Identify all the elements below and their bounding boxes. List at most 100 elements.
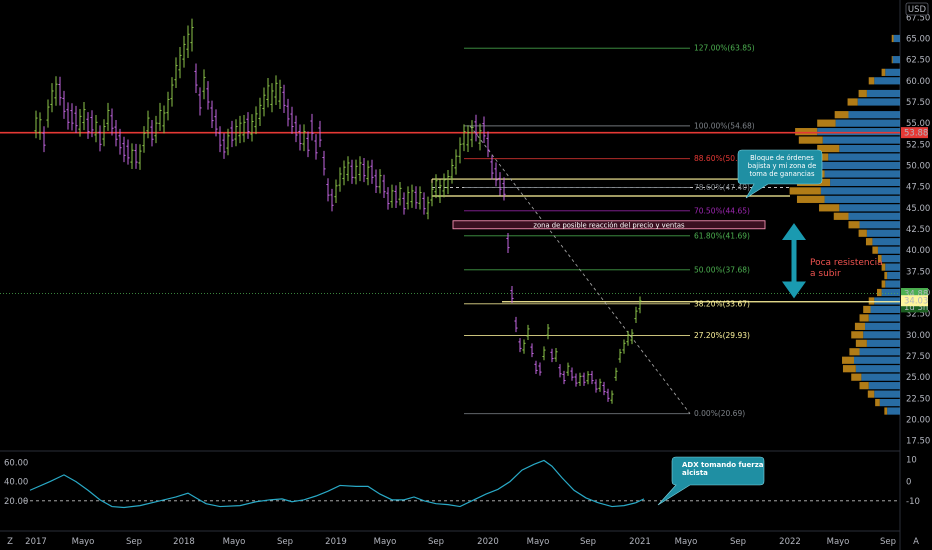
volume-profile [786, 34, 900, 415]
price-tick-label-4: 57.50 [906, 98, 930, 108]
currency-label[interactable]: USD [905, 2, 929, 16]
candle-124 [530, 343, 534, 358]
timezone-button[interactable]: Z [7, 537, 13, 547]
volume-profile-bar-orange-16 [796, 195, 825, 203]
volume-profile-bar-orange-26 [881, 280, 886, 288]
volume-profile-bar-orange-18 [833, 212, 849, 220]
volume-profile-bar-41 [887, 407, 900, 415]
volume-profile-bar-8 [817, 128, 900, 136]
candle-55 [254, 106, 258, 135]
candles [34, 18, 642, 404]
volume-profile-bar-orange-37 [851, 373, 862, 381]
double-arrow [782, 223, 806, 299]
auto-scale-button[interactable]: A [913, 537, 919, 547]
grid [0, 0, 901, 550]
volume-profile-bar-15 [820, 187, 900, 195]
candle-58 [266, 77, 270, 108]
price-tag-1: 34.88 [901, 288, 928, 300]
candle-131 [558, 364, 562, 378]
candle-47 [222, 133, 226, 159]
candle-59 [270, 83, 274, 113]
candle-23 [126, 139, 130, 165]
candle-146 [618, 348, 622, 363]
candle-147 [622, 339, 626, 354]
candle-111 [478, 123, 482, 151]
volume-profile-bar-12 [815, 161, 900, 170]
candle-145 [614, 367, 618, 381]
candle-18 [106, 102, 110, 131]
candle-29 [150, 120, 154, 147]
volume-profile-bar-20 [866, 229, 900, 237]
candle-46 [218, 126, 222, 153]
candle-72 [322, 150, 326, 176]
price-tick-label-14: 32.50 [906, 310, 930, 320]
candle-119 [510, 286, 514, 304]
candle-74 [330, 188, 334, 212]
candle-31 [158, 102, 162, 131]
time-tick-label-4: Mayo [223, 537, 246, 547]
volume-profile-bar-orange-17 [819, 204, 840, 212]
time-tick-label-7: Mayo [374, 537, 397, 547]
volume-profile-bar-26 [885, 280, 900, 288]
price-tag-3: 34.03 [901, 295, 928, 307]
candle-138 [586, 371, 590, 385]
price-tag-2: 1d 3h [901, 301, 928, 313]
fib-label-2: 88.60%(50.80) [694, 154, 750, 163]
reaction-zone-box [452, 220, 766, 230]
candle-90 [394, 185, 398, 208]
candle-30 [154, 115, 158, 144]
candle-35 [174, 57, 178, 88]
candle-15 [94, 114, 98, 143]
volume-profile-bar-29 [870, 305, 900, 314]
resistance-note-line-1: a subir [810, 269, 841, 279]
candle-37 [182, 35, 186, 68]
candle-27 [142, 126, 146, 153]
volume-profile-bar-orange-30 [859, 314, 869, 322]
price-tick-label-6: 52.50 [906, 140, 930, 150]
candle-93 [406, 186, 410, 210]
time-tick-label-15: 2022 [779, 537, 801, 547]
candle-75 [334, 179, 338, 204]
fib-label-3: 78.60%(47.40) [694, 183, 750, 192]
candle-102 [442, 173, 446, 198]
volume-profile-bar-1 [892, 56, 900, 64]
volume-profile-bar-6 [848, 111, 900, 119]
price-tick-label-15: 30.00 [906, 331, 930, 341]
candle-136 [578, 372, 582, 386]
volume-profile-bar-orange-6 [834, 111, 849, 119]
candle-69 [310, 113, 314, 141]
candle-45 [214, 109, 218, 137]
volume-profile-bar-orange-0 [891, 34, 894, 43]
candle-64 [290, 106, 294, 134]
candle-14 [90, 110, 94, 138]
candle-139 [590, 370, 594, 385]
price-tick-label-5: 55.00 [906, 119, 930, 129]
candle-4 [50, 83, 54, 113]
candle-16 [98, 125, 102, 152]
volume-profile-bar-orange-41 [884, 407, 888, 415]
volume-profile-bar-39 [874, 390, 900, 398]
candle-2 [42, 126, 46, 153]
candle-21 [118, 128, 122, 155]
candle-70 [314, 134, 318, 160]
reaction-zone-label: zona de posible reacción del precio y ve… [533, 221, 685, 229]
candle-126 [538, 362, 542, 376]
price-tick-label-12: 37.50 [906, 267, 930, 277]
candle-26 [138, 144, 142, 170]
price-tick-label-0: 67.50 [906, 13, 930, 23]
volume-profile-bar-orange-1 [891, 56, 893, 64]
time-tick-label-8: Sep [428, 537, 444, 547]
price-tick-label-17: 25.00 [906, 373, 930, 383]
time-tick-label-9: 2020 [477, 537, 499, 547]
volume-profile-bar-38 [868, 382, 900, 390]
time-tick-label-16: Mayo [827, 537, 850, 547]
candle-61 [278, 79, 282, 110]
candle-91 [398, 182, 402, 206]
volume-profile-bar-2 [885, 68, 900, 76]
candle-86 [378, 169, 382, 194]
candle-99 [430, 182, 434, 207]
volume-profile-bar-17 [839, 204, 900, 212]
fib-label-6: 50.00%(37.68) [694, 265, 750, 274]
